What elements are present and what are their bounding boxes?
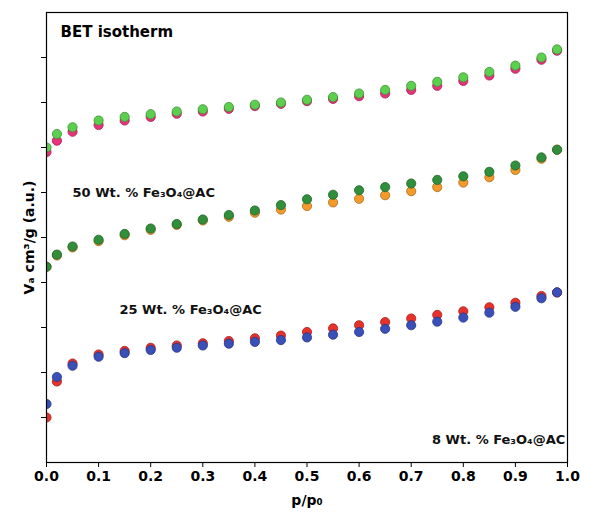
svg-text:0.3: 0.3 xyxy=(190,468,215,484)
svg-text:0.5: 0.5 xyxy=(295,468,320,484)
svg-text:Vₐ cm³/g (a.u.): Vₐ cm³/g (a.u.) xyxy=(21,181,37,295)
svg-text:0.2: 0.2 xyxy=(138,468,163,484)
svg-text:p/p₀: p/p₀ xyxy=(291,492,322,508)
svg-text:0.6: 0.6 xyxy=(347,468,372,484)
svg-text:BET isotherm: BET isotherm xyxy=(61,23,174,41)
svg-text:0.0: 0.0 xyxy=(34,468,59,484)
svg-text:50 Wt. % Fe₃O₄@AC: 50 Wt. % Fe₃O₄@AC xyxy=(73,185,215,200)
svg-text:25 Wt. % Fe₃O₄@AC: 25 Wt. % Fe₃O₄@AC xyxy=(119,302,261,317)
svg-text:0.7: 0.7 xyxy=(399,468,424,484)
svg-text:0.1: 0.1 xyxy=(86,468,111,484)
svg-text:8 Wt. % Fe₃O₄@AC: 8 Wt. % Fe₃O₄@AC xyxy=(432,432,565,447)
svg-text:0.9: 0.9 xyxy=(503,468,528,484)
svg-text:1.0: 1.0 xyxy=(555,468,580,484)
svg-text:0.4: 0.4 xyxy=(242,468,267,484)
svg-text:0.8: 0.8 xyxy=(451,468,476,484)
